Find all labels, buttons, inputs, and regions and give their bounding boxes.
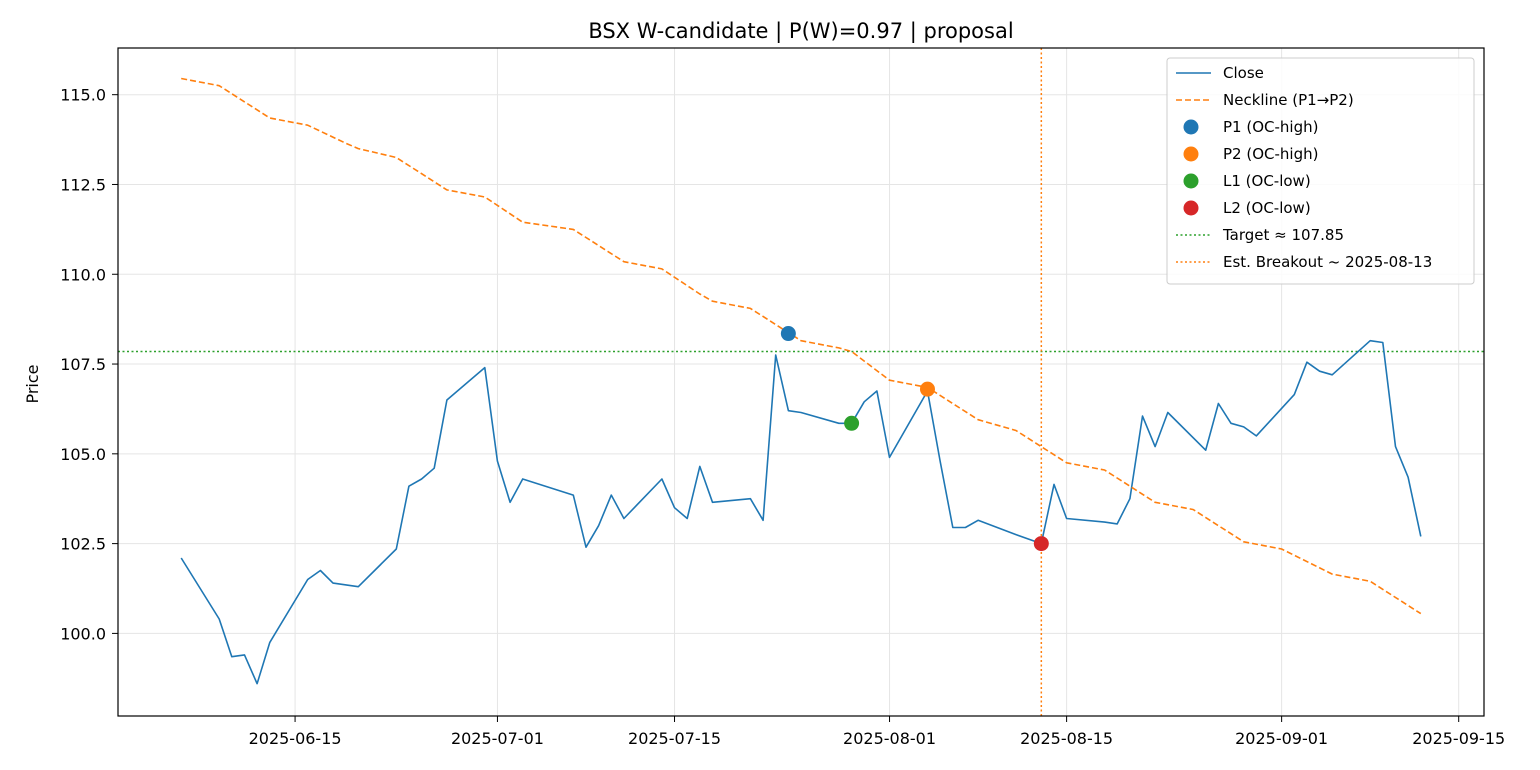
x-tick-label: 2025-07-01 bbox=[451, 729, 544, 748]
chart-title: BSX W-candidate | P(W)=0.97 | proposal bbox=[588, 19, 1013, 44]
legend-label: Est. Breakout ~ 2025-08-13 bbox=[1223, 253, 1432, 271]
plot-frame bbox=[117, 47, 1485, 717]
y-tick-label: 102.5 bbox=[60, 535, 106, 554]
legend-label: P1 (OC-high) bbox=[1223, 118, 1318, 136]
legend-swatch-marker bbox=[1183, 173, 1199, 189]
x-tick-label: 2025-08-01 bbox=[843, 729, 936, 748]
x-tick-label: 2025-08-15 bbox=[1020, 729, 1113, 748]
legend-label: Target ≈ 107.85 bbox=[1222, 226, 1344, 244]
neckline-series-line bbox=[181, 77, 1422, 615]
legend-label: L2 (OC-low) bbox=[1223, 199, 1311, 217]
x-tick-label: 2025-06-15 bbox=[249, 729, 342, 748]
legend-swatch-marker bbox=[1183, 119, 1199, 135]
y-tick-label: 112.5 bbox=[60, 175, 106, 194]
x-tick-label: 2025-09-01 bbox=[1235, 729, 1328, 748]
legend: Close Neckline (P1→P2) P1 (OC-high) P2 (OC-… bbox=[1166, 57, 1475, 285]
legend-label: Neckline (P1→P2) bbox=[1223, 91, 1354, 109]
legend-label: L1 (OC-low) bbox=[1223, 172, 1311, 190]
series-lines bbox=[180, 77, 1422, 685]
marker-p2 bbox=[919, 381, 935, 397]
x-tick-label: 2025-09-15 bbox=[1412, 729, 1505, 748]
marker-l2 bbox=[1033, 536, 1049, 552]
y-axis-label: Price bbox=[23, 364, 42, 403]
legend-swatch-marker bbox=[1183, 200, 1199, 216]
legend-label: Close bbox=[1223, 64, 1264, 82]
y-tick-label: 115.0 bbox=[60, 86, 106, 105]
y-tick-label: 105.0 bbox=[60, 445, 106, 464]
y-tick-label: 110.0 bbox=[60, 265, 106, 284]
legend-label: P2 (OC-high) bbox=[1223, 145, 1318, 163]
legend-box bbox=[1166, 57, 1475, 285]
y-tick-label: 100.0 bbox=[60, 624, 106, 643]
marker-p1 bbox=[780, 326, 796, 342]
y-tick-label: 107.5 bbox=[60, 355, 106, 374]
close-series-line bbox=[180, 339, 1422, 685]
axes: 2025-06-15 2025-07-01 2025-07-15 2025-08-01… bbox=[60, 86, 1505, 748]
x-tick-label: 2025-07-15 bbox=[628, 729, 721, 748]
legend-swatch-marker bbox=[1183, 146, 1199, 162]
marker-l1 bbox=[844, 415, 860, 431]
pattern-markers bbox=[780, 326, 1049, 552]
reference-lines bbox=[118, 48, 1484, 716]
